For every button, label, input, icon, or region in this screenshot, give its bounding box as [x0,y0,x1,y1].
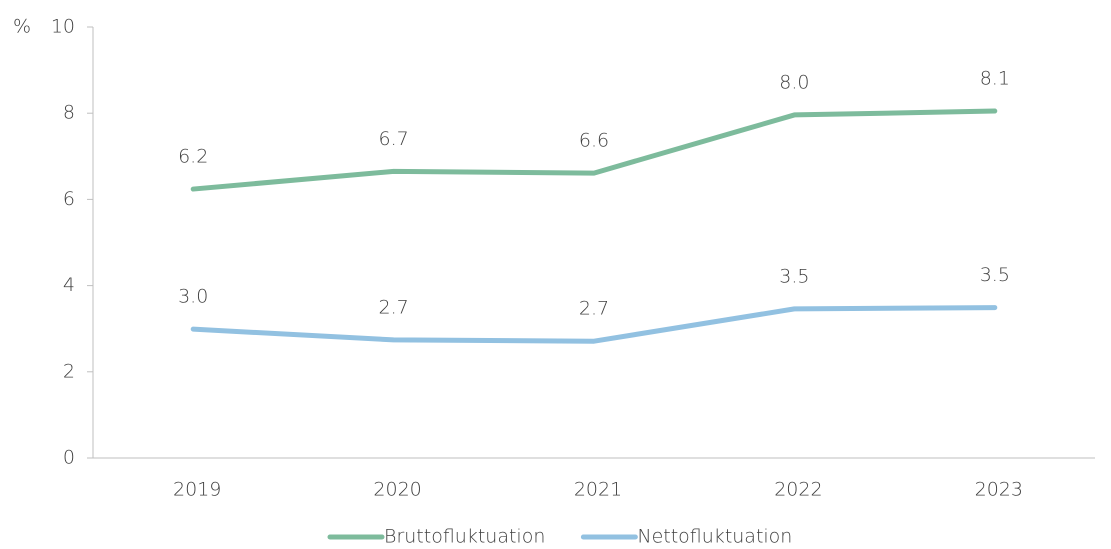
data-label: 6.7 [378,128,408,150]
y-tick-label: 10 [51,16,75,38]
data-label: 2.7 [579,298,609,320]
x-tick-label: 2023 [975,479,1023,501]
y-tick-label: 0 [63,447,75,469]
data-label: 6.6 [579,130,609,152]
data-label: 8.1 [980,68,1010,90]
data-label: 6.2 [178,146,208,168]
legend-label: Nettofluktuation [637,526,792,548]
line [190,305,998,344]
data-label: 2.7 [378,296,408,318]
y-tick-label: 8 [63,102,75,124]
line [190,108,998,192]
y-tick-label: 6 [63,188,75,210]
y-tick-label: 4 [63,274,75,296]
x-tick-label: 2019 [173,479,221,501]
x-tick-label: 2022 [774,479,822,501]
data-label: 3.0 [178,286,208,308]
data-label: 3.5 [779,265,809,287]
data-label: 3.5 [980,264,1010,286]
x-tick-label: 2020 [373,479,421,501]
legend-label: Bruttofluktuation [384,526,545,548]
x-tick-label: 2021 [574,479,622,501]
y-tick-label: 2 [63,360,75,382]
data-label: 8.0 [779,71,809,93]
y-axis-label: % [13,16,31,38]
